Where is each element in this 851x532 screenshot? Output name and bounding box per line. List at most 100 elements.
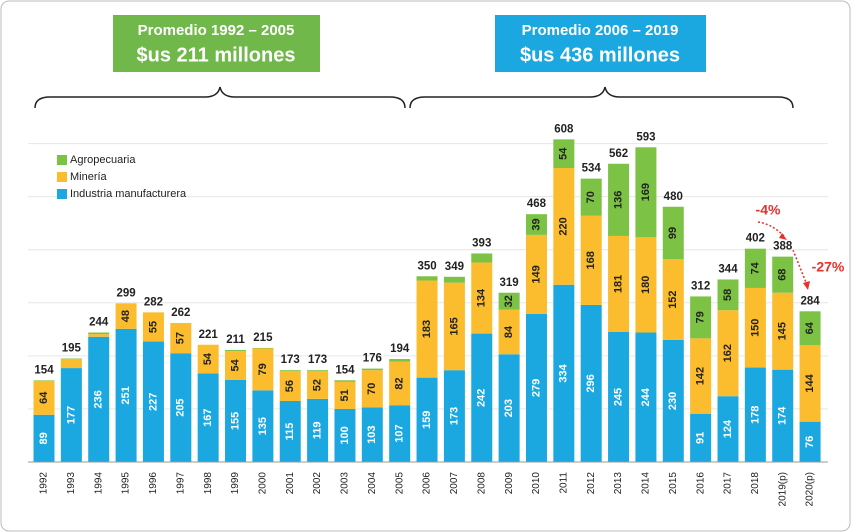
bar-segment <box>471 262 493 334</box>
bar-segment <box>717 310 739 397</box>
bar-segment <box>334 381 356 409</box>
left-title: Promedio 1992 – 2005 <box>138 22 295 39</box>
segment-label: 70 <box>585 191 597 203</box>
bar-segment <box>608 163 630 236</box>
segment-label: 181 <box>612 275 624 293</box>
left-box <box>113 15 320 72</box>
x-tick-label: 1992 <box>39 472 50 495</box>
total-label: 562 <box>609 148 628 160</box>
bar-segment <box>525 214 547 235</box>
bar-segment <box>170 353 192 462</box>
bar-segment <box>197 373 219 462</box>
total-label: 154 <box>335 364 355 376</box>
bar-segment <box>142 341 164 462</box>
bar-segment <box>443 282 465 371</box>
bar-segment <box>142 312 164 342</box>
bar-segment <box>690 413 712 462</box>
x-tick-label: 1997 <box>175 472 186 495</box>
segment-label: 296 <box>585 374 597 392</box>
total-label: 284 <box>800 295 820 307</box>
segment-label: 54 <box>229 358 241 371</box>
segment-label: 48 <box>120 310 132 322</box>
segment-label: 55 <box>147 321 159 333</box>
segment-label: 242 <box>476 389 488 407</box>
x-tick-label: 2000 <box>258 472 269 495</box>
segment-label: 115 <box>284 423 296 441</box>
bar-segment <box>389 361 411 406</box>
bar-segment <box>115 328 137 462</box>
right-box <box>495 15 706 72</box>
x-tick-label: 1995 <box>121 472 132 495</box>
x-tick-label: 2002 <box>312 472 323 495</box>
segment-label: 51 <box>339 389 351 401</box>
segment-label: 230 <box>667 392 679 410</box>
segment-label: 334 <box>558 363 570 382</box>
segment-label: 142 <box>695 367 707 385</box>
bar-segment <box>252 347 274 349</box>
segment-label: 82 <box>394 377 406 389</box>
total-label: 215 <box>253 332 273 344</box>
bar-segment <box>88 334 110 337</box>
segment-label: 227 <box>147 393 159 411</box>
bar-segment <box>744 287 766 368</box>
total-label: 593 <box>636 131 655 143</box>
segment-label: 91 <box>695 432 707 444</box>
bar-segment <box>334 380 356 382</box>
segment-label: 244 <box>640 387 652 406</box>
total-label: 349 <box>445 261 464 273</box>
bar-segment <box>608 331 630 462</box>
x-tick-label: 2011 <box>558 472 569 494</box>
total-label: 221 <box>199 329 219 341</box>
x-tick-label: 2014 <box>641 472 652 495</box>
bar-segment <box>416 280 438 378</box>
segment-label: 32 <box>503 295 515 307</box>
segment-label: 107 <box>394 424 406 442</box>
change-label: -27% <box>812 259 845 275</box>
segment-label: 58 <box>722 289 734 301</box>
segment-label: 135 <box>257 417 269 435</box>
x-tick-label: 2009 <box>504 472 515 495</box>
legend-label: Industria manufacturera <box>70 188 187 200</box>
segment-label: 124 <box>722 419 734 438</box>
bar-segment <box>525 313 547 462</box>
segment-label: 144 <box>804 373 816 392</box>
bar-segment <box>307 370 329 372</box>
segment-label: 89 <box>38 432 50 444</box>
bar-segment <box>416 377 438 462</box>
segment-label: 183 <box>421 320 433 338</box>
bar-segment <box>225 379 247 462</box>
bar-segment <box>553 284 575 462</box>
bar-segment <box>580 215 602 305</box>
x-tick-label: 2006 <box>422 472 433 495</box>
total-label: 319 <box>500 277 519 289</box>
segment-label: 180 <box>640 276 652 294</box>
bar-segment <box>772 256 794 293</box>
x-tick-label: 2007 <box>449 472 460 495</box>
left-brace <box>34 86 406 109</box>
bar-segment <box>799 311 821 346</box>
legend-label: Agropecuaria <box>70 154 136 166</box>
bar-segment <box>225 351 247 380</box>
segment-label: 167 <box>202 409 214 427</box>
bar-segment <box>471 333 493 462</box>
segment-label: 279 <box>530 379 542 397</box>
segment-label: 119 <box>312 422 324 440</box>
segment-label: 64 <box>38 391 50 404</box>
bar-segment <box>498 292 520 310</box>
bar-segment <box>416 276 438 281</box>
bar-segment <box>361 368 383 371</box>
bar-segment <box>635 147 657 238</box>
total-label: 350 <box>417 260 436 272</box>
legend-swatch <box>57 155 67 165</box>
x-tick-label: 2003 <box>340 472 351 495</box>
change-label: -4% <box>756 202 781 218</box>
bar-segment <box>252 390 274 462</box>
arrow-head <box>779 233 787 240</box>
x-tick-label: 2012 <box>586 472 597 495</box>
segment-label: 251 <box>120 386 132 404</box>
x-tick-label: 1998 <box>203 472 214 495</box>
bar-segment <box>635 332 657 462</box>
segment-label: 134 <box>476 288 488 307</box>
segment-label: 178 <box>749 406 761 424</box>
right-brace <box>409 86 794 109</box>
